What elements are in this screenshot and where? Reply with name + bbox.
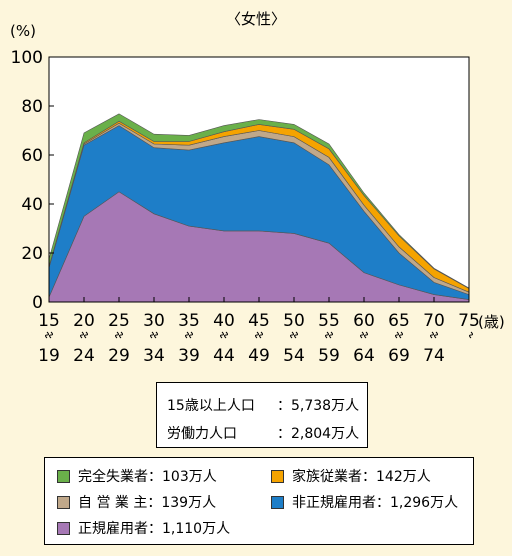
y-unit-label: (%) [10, 22, 36, 40]
x-tick-label-top: 75 [458, 311, 480, 331]
x-range-tilde [220, 331, 228, 339]
legend-swatch [57, 469, 70, 483]
x-range-tilde [185, 331, 193, 339]
x-tick-label-top: 30 [143, 311, 165, 331]
x-tick-label-bottom: 44 [213, 346, 235, 366]
x-range-tilde [430, 331, 438, 339]
x-tick-label-top: 25 [108, 311, 130, 331]
summary-value: ：5,738万人 [277, 398, 360, 414]
legend-item-nonregular: 非正規雇用者：1,296万人 [271, 492, 458, 512]
x-range-tilde [290, 331, 298, 339]
x-range-tilde [80, 331, 88, 339]
x-tick-label-bottom: 34 [143, 346, 165, 366]
summary-row-population: 15歳以上人口 ：5,738万人 [167, 395, 359, 415]
y-tick-label: 60 [21, 146, 43, 166]
legend-swatch [57, 521, 70, 535]
x-tick-label-bottom: 29 [108, 346, 130, 366]
x-tick-label-top: 55 [318, 311, 340, 331]
legend-swatch [271, 469, 284, 483]
legend-item-family-worker: 家族従業者：142万人 [271, 466, 431, 486]
x-tick-label-top: 70 [423, 311, 445, 331]
x-tick-label-top: 20 [73, 311, 95, 331]
legend-label: 家族従業者：142万人 [292, 469, 431, 485]
x-range-tilde [150, 331, 158, 339]
x-tick-label-bottom: 54 [283, 346, 305, 366]
legend-item-regular: 正規雇用者：1,110万人 [57, 518, 230, 538]
x-tick-label-bottom: 74 [423, 346, 445, 366]
legend-item-unemployed: 完全失業者：103万人 [57, 466, 217, 486]
x-range-tilde [360, 331, 368, 339]
summary-value: ：2,804万人 [277, 426, 360, 442]
legend-item-self-employed: 自 営 業 主：139万人 [57, 492, 216, 512]
y-tick-label: 40 [21, 195, 43, 215]
legend-label: 自 営 業 主：139万人 [78, 495, 217, 511]
x-tick-label-top: 60 [353, 311, 375, 331]
legend-label: 完全失業者：103万人 [78, 469, 217, 485]
chart: (%) 0 20 40 60 80 100 15 19 20 24 25 29 30 34 35 39 40 4… [10, 22, 505, 366]
x-tick-label-top: 35 [178, 311, 200, 331]
summary-label: 15歳以上人口 [167, 398, 255, 414]
y-tick-label: 20 [21, 244, 43, 264]
legend-label: 正規雇用者：1,110万人 [78, 521, 231, 537]
x-range-tilde [325, 331, 333, 339]
y-tick-label: 80 [21, 97, 43, 117]
x-tick-label-bottom: 39 [178, 346, 200, 366]
x-tick-label-bottom: 19 [38, 346, 60, 366]
legend-swatch [57, 495, 70, 509]
x-tick-label-top: 40 [213, 311, 235, 331]
summary-row-labor-force: 労働力人口 ：2,804万人 [167, 423, 359, 443]
x-tick-label-top: 15 [38, 311, 60, 331]
y-tick-label: 100 [11, 48, 43, 68]
x-tick-label-bottom: 49 [248, 346, 270, 366]
x-tick-label-bottom: 59 [318, 346, 340, 366]
x-tick-label-top: 50 [283, 311, 305, 331]
chart-title: 〈女性〉 [225, 10, 286, 28]
x-range-tilde [115, 331, 123, 339]
legend-swatch [271, 495, 284, 509]
legend-label: 非正規雇用者：1,296万人 [292, 495, 459, 511]
x-unit-label: (歳) [478, 313, 505, 331]
x-tick-label-bottom: 64 [353, 346, 375, 366]
y-tick-label: 0 [32, 293, 43, 313]
x-tick-label-top: 45 [248, 311, 270, 331]
x-tick-label-top: 65 [388, 311, 410, 331]
y-axis: 0 20 40 60 80 100 [11, 48, 54, 313]
x-axis: 15 19 20 24 25 29 30 34 35 39 40 44 45 49 50 54 55 59 60 64… [38, 297, 480, 366]
summary-box: 15歳以上人口 ：5,738万人 労働力人口 ：2,804万人 [156, 382, 368, 448]
summary-label: 労働力人口 [167, 426, 237, 442]
x-tick-label-bottom: 24 [73, 346, 95, 366]
legend: 完全失業者：103万人 家族従業者：142万人 自 営 業 主：139万人 非正… [44, 457, 474, 545]
x-range-tilde [45, 331, 53, 339]
x-range-tilde [255, 331, 263, 339]
x-range-tilde [395, 331, 403, 339]
x-tick-label-bottom: 69 [388, 346, 410, 366]
x-range-tilde [469, 331, 473, 339]
